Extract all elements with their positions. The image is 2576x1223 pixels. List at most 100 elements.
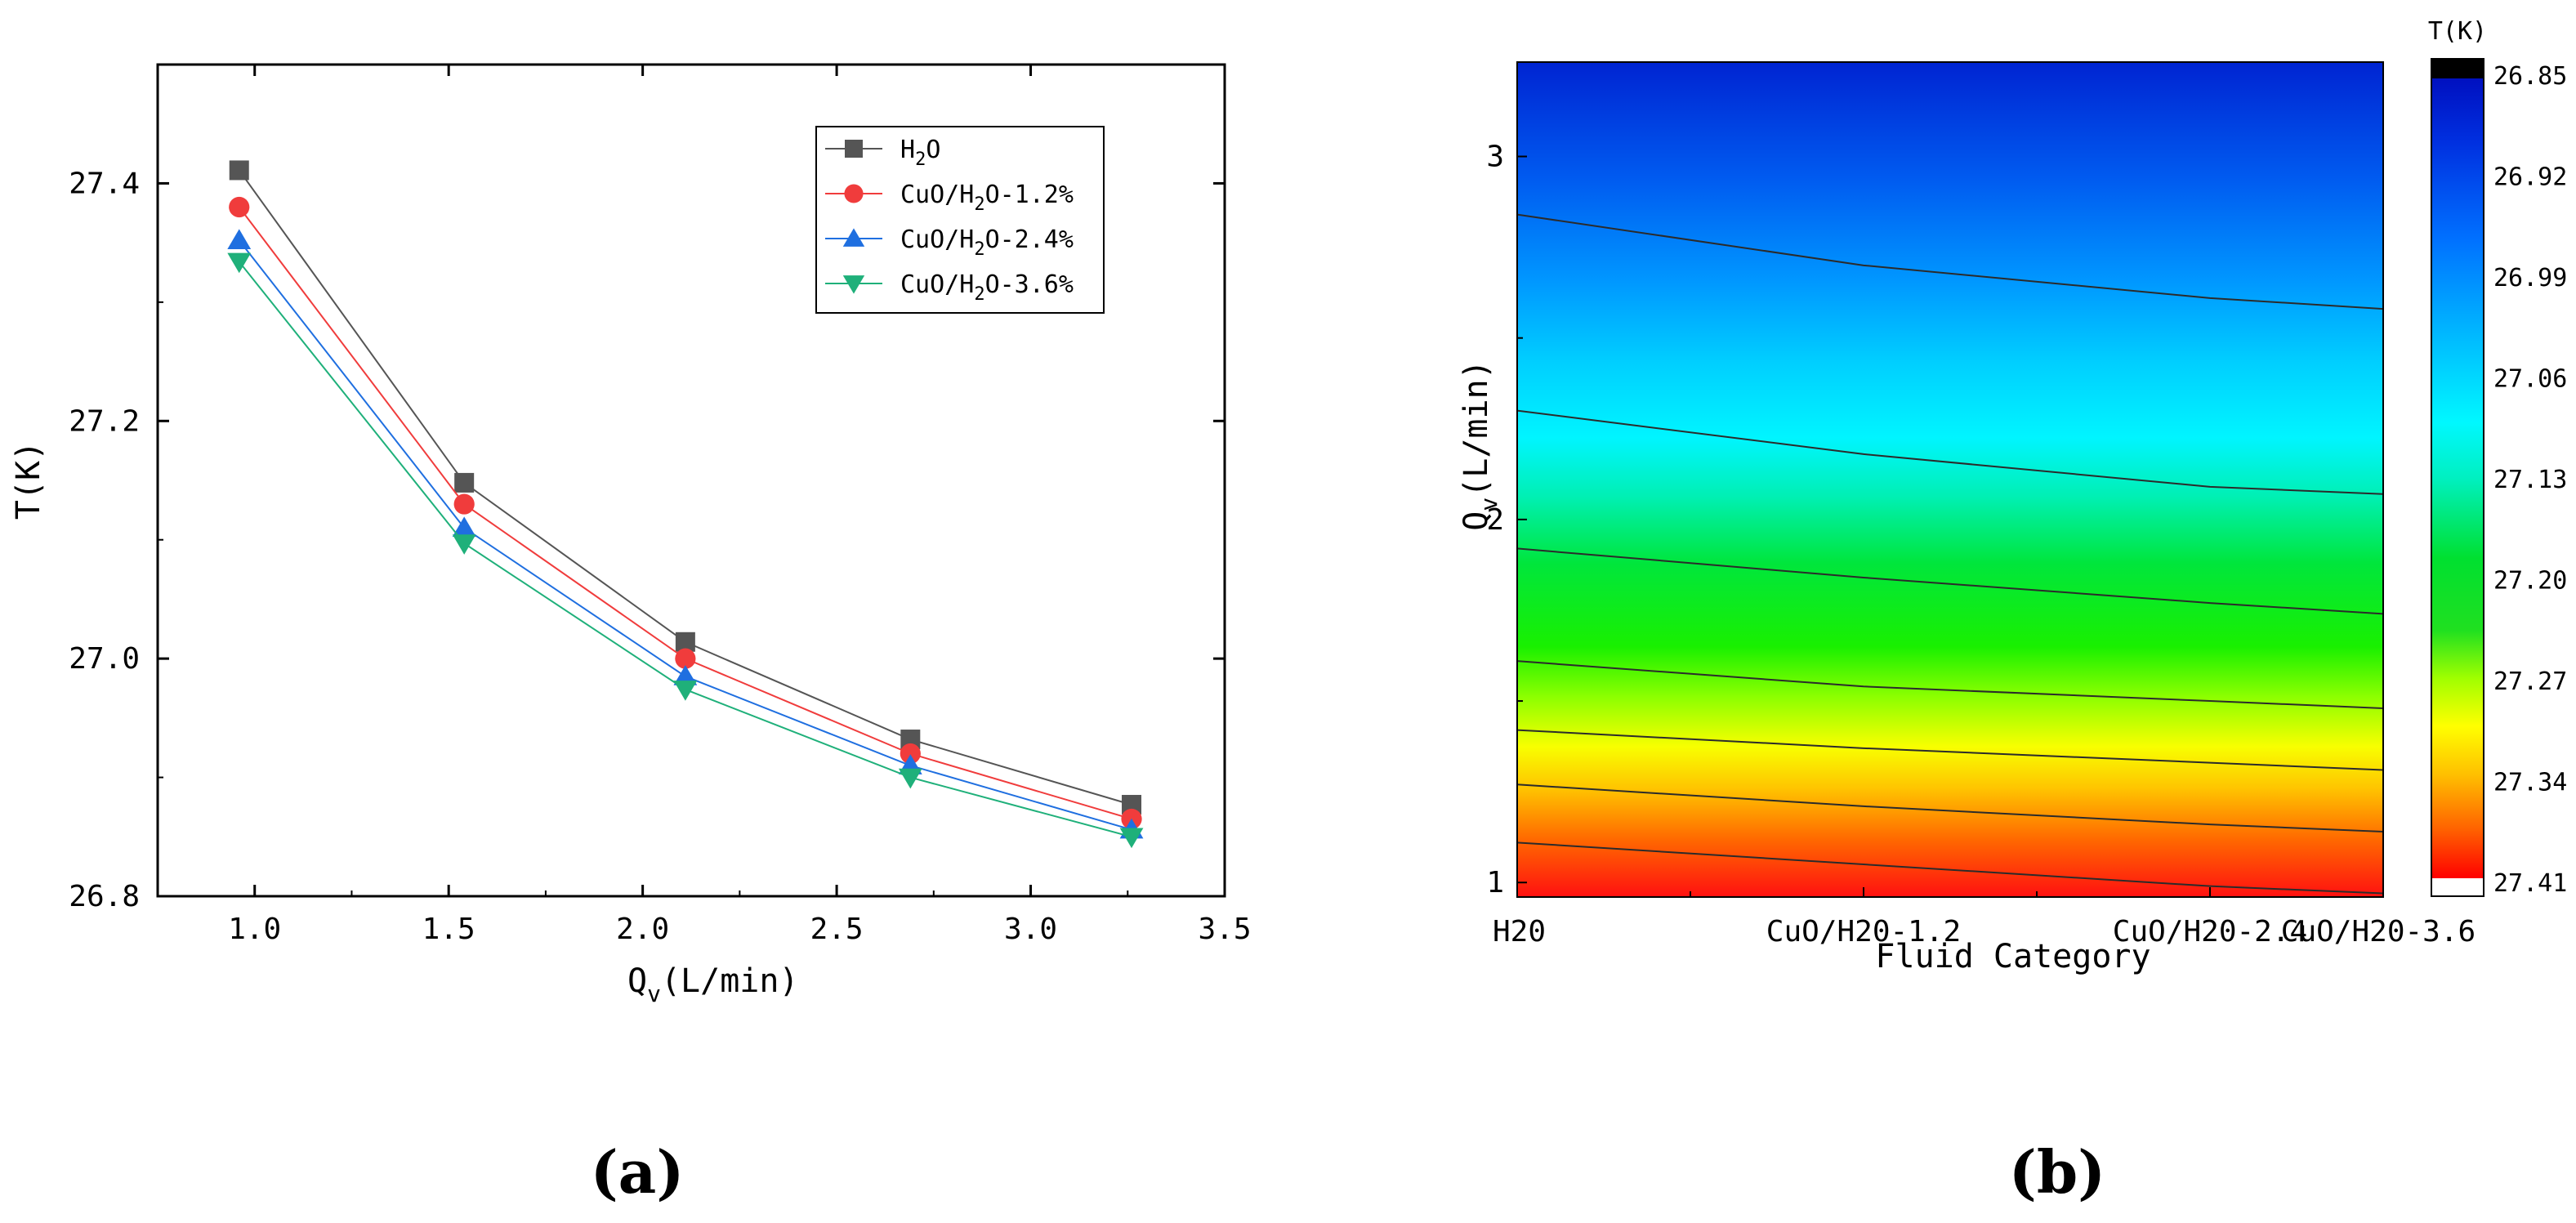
series-cuo-h2o-2-4 xyxy=(227,229,1144,839)
panel-b-contours xyxy=(1517,213,2383,895)
panel-a: 1.0 1.5 2.0 2.5 3.0 3.526.827.027.227.4 T(K) … xyxy=(10,63,1252,1207)
contour-line xyxy=(1517,409,2383,495)
legend-marker-h2o xyxy=(845,140,863,158)
y-tick-label: 27.2 xyxy=(69,404,140,438)
colorbar-tick-label: 27.06 xyxy=(2493,365,2567,394)
legend-marker-cuo-h2o-3-6 xyxy=(842,275,865,294)
data-point-cuo-h2o-2-4 xyxy=(673,665,698,685)
legend-marker-cuo-h2o-1-2 xyxy=(844,184,864,203)
colorbar: 26.85 26.92 26.99 27.06 27.13 27.20 27.27 27.34… xyxy=(2428,17,2567,898)
colorbar-tick-label: 26.92 xyxy=(2493,163,2567,192)
panel-a-frame xyxy=(156,63,1226,898)
contour-line xyxy=(1517,547,2383,615)
panel-a-label: (a) xyxy=(591,1137,685,1207)
legend-label-part: O xyxy=(926,136,940,164)
colorbar-scale xyxy=(2431,78,2484,878)
data-point-cuo-h2o-2-4 xyxy=(452,516,476,537)
x-tick-label: 3.0 xyxy=(1004,913,1057,946)
series-cuo-h2o-3-6 xyxy=(227,252,1144,849)
data-point-cuo-h2o-3-6 xyxy=(1119,828,1144,849)
series-line-cuo-h2o-3-6 xyxy=(238,261,1132,838)
panel-b-frame xyxy=(1516,61,2384,898)
x-tick-label: 2.0 xyxy=(616,913,669,946)
legend-label: CuO/H2O-1.2% xyxy=(900,181,1074,215)
panel-a-x-axis-label: Qv(L/min) xyxy=(627,962,799,1007)
legend-label-part: CuO/H xyxy=(900,225,974,254)
heatmap-fill xyxy=(1517,62,2383,897)
colorbar-title: T(K) xyxy=(2428,17,2487,46)
panel-b-y-axis-label-sub: v xyxy=(1476,498,1502,511)
panel-a-series xyxy=(227,160,1144,849)
data-point-cuo-h2o-3-6 xyxy=(673,681,698,701)
panel-a-x-axis-label-unit: (L/min) xyxy=(661,962,799,1000)
legend-label: CuO/H2O-3.6% xyxy=(900,270,1074,305)
panel-b-data-layer xyxy=(1517,62,2383,897)
colorbar-tick-label: 26.85 xyxy=(2493,62,2567,91)
category-label: H20 xyxy=(1493,915,1546,948)
legend-marker-cuo-h2o-2-4 xyxy=(842,228,865,247)
data-point-h2o xyxy=(454,472,475,493)
legend-label-part: O-2.4% xyxy=(985,225,1074,254)
legend-label-part: O-3.6% xyxy=(985,270,1074,299)
category-label: CuO/H20-2.4 xyxy=(2113,915,2307,948)
legend-label: CuO/H2O-2.4% xyxy=(900,225,1074,260)
colorbar-tick-label: 27.13 xyxy=(2493,466,2567,494)
panel-b-y-axis-label-unit: (L/min) xyxy=(1458,359,1495,498)
legend-label-part: H xyxy=(900,136,915,164)
legend-entry-cuo-h2o-1-2: CuO/H2O-1.2% xyxy=(825,181,1074,215)
contour-line xyxy=(1517,660,2383,709)
y-tick-label: 3 xyxy=(1486,141,1504,174)
contour-line xyxy=(1517,783,2383,833)
category-label: CuO/H20-1.2 xyxy=(1766,915,1961,948)
panel-a-legend-box xyxy=(815,126,1105,314)
data-point-cuo-h2o-1-2 xyxy=(453,493,475,515)
contour-line xyxy=(1517,729,2383,771)
legend-label-sub: 2 xyxy=(974,194,984,215)
data-point-cuo-h2o-1-2 xyxy=(675,648,696,669)
y-tick-label: 1 xyxy=(1486,866,1504,899)
contour-line xyxy=(1517,841,2383,895)
legend-label: H2O xyxy=(900,136,940,170)
legend-label-sub: 2 xyxy=(915,150,926,170)
legend-entry-h2o: H2O xyxy=(825,136,940,170)
colorbar-frame xyxy=(2431,58,2484,897)
data-point-cuo-h2o-3-6 xyxy=(898,768,922,789)
x-tick-label: 1.5 xyxy=(422,913,475,946)
legend-label-sub: 2 xyxy=(974,284,984,305)
colorbar-tick-label: 26.99 xyxy=(2493,264,2567,292)
category-label: CuO/H20-3.6 xyxy=(2281,915,2476,948)
y-tick-label: 26.8 xyxy=(69,880,140,913)
panel-a-data-layer xyxy=(227,160,1144,849)
panel-a-ticks: 1.0 1.5 2.0 2.5 3.0 3.5 26.8 27.0 27.2 27.4 xyxy=(69,64,1252,946)
panel-b: H20 CuO/H20-1.2 CuO/H20-2.4CuO/H20-3.6123 … xyxy=(1458,17,2567,1207)
panel-b-y-axis-label-symbol: Q xyxy=(1458,511,1495,531)
series-line-cuo-h2o-2-4 xyxy=(238,239,1132,831)
panel-a-y-axis-label: T(K) xyxy=(10,441,47,520)
colorbar-tick-label: 27.41 xyxy=(2493,869,2567,898)
y-tick-label: 27.0 xyxy=(69,642,140,676)
legend-label-part: CuO/H xyxy=(900,270,974,299)
legend-entry-cuo-h2o-2-4: CuO/H2O-2.4% xyxy=(825,225,1074,260)
colorbar-tick-label: 27.20 xyxy=(2493,567,2567,596)
colorbar-ticks: 26.85 26.92 26.99 27.06 27.13 27.20 27.27 27.34… xyxy=(2493,62,2567,898)
panel-b-label: (b) xyxy=(2009,1137,2105,1207)
colorbar-bottom-cap xyxy=(2431,878,2484,896)
panel-b-y-axis-label: Qv(L/min) xyxy=(1458,359,1502,531)
x-tick-label: 3.5 xyxy=(1198,913,1251,946)
legend-label-part: CuO/H xyxy=(900,181,974,209)
panel-a-x-axis-label-symbol: Q xyxy=(627,962,647,1000)
data-point-h2o xyxy=(229,160,249,181)
y-tick-label: 2 xyxy=(1486,503,1504,537)
contour-line xyxy=(1517,213,2383,310)
x-tick-label: 2.5 xyxy=(810,913,864,946)
colorbar-tick-label: 27.34 xyxy=(2493,769,2567,797)
data-point-cuo-h2o-3-6 xyxy=(452,534,476,555)
data-point-cuo-h2o-3-6 xyxy=(227,252,252,274)
series-cuo-h2o-1-2 xyxy=(229,196,1142,830)
panel-b-x-axis-label: Fluid Category xyxy=(1875,938,2150,975)
data-point-cuo-h2o-1-2 xyxy=(229,196,250,218)
y-tick-label: 27.4 xyxy=(69,167,140,200)
